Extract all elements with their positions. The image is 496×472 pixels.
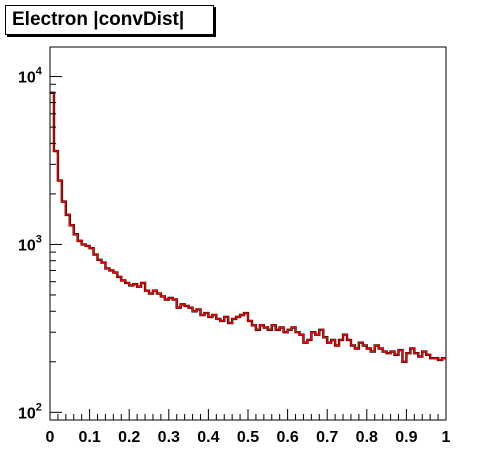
x-tick-label: 0.6 <box>276 429 298 446</box>
y-tick-label: 104 <box>18 66 43 87</box>
y-tick-exponent: 3 <box>36 233 42 245</box>
y-tick-exponent: 2 <box>36 401 42 413</box>
histogram-series-red <box>50 92 446 363</box>
x-tick-label: 0.5 <box>237 429 259 446</box>
x-tick-label: 0.4 <box>197 429 219 446</box>
x-tick-label: 0.7 <box>316 429 338 446</box>
chart-title: Electron |convDist| <box>5 5 214 35</box>
plot-frame <box>49 46 447 421</box>
x-tick-label: 0 <box>46 429 55 446</box>
x-tick-label: 0.2 <box>118 429 140 446</box>
y-tick-label: 103 <box>18 233 42 254</box>
y-tick-base: 10 <box>18 70 36 87</box>
x-tick-label: 0.3 <box>158 429 180 446</box>
y-tick-exponent: 4 <box>36 66 43 78</box>
y-tick-base: 10 <box>18 405 36 422</box>
x-tick-label: 1 <box>442 429 451 446</box>
x-tick-label: 0.9 <box>395 429 417 446</box>
x-tick-label: 0.1 <box>78 429 100 446</box>
x-axis: 0 0.1 0.2 0.3 0.4 0.5 0.6 0.7 0.8 0.9 1 <box>46 409 451 446</box>
y-tick-base: 10 <box>18 237 36 254</box>
x-tick-label: 0.8 <box>356 429 378 446</box>
y-tick-label: 102 <box>18 401 42 422</box>
